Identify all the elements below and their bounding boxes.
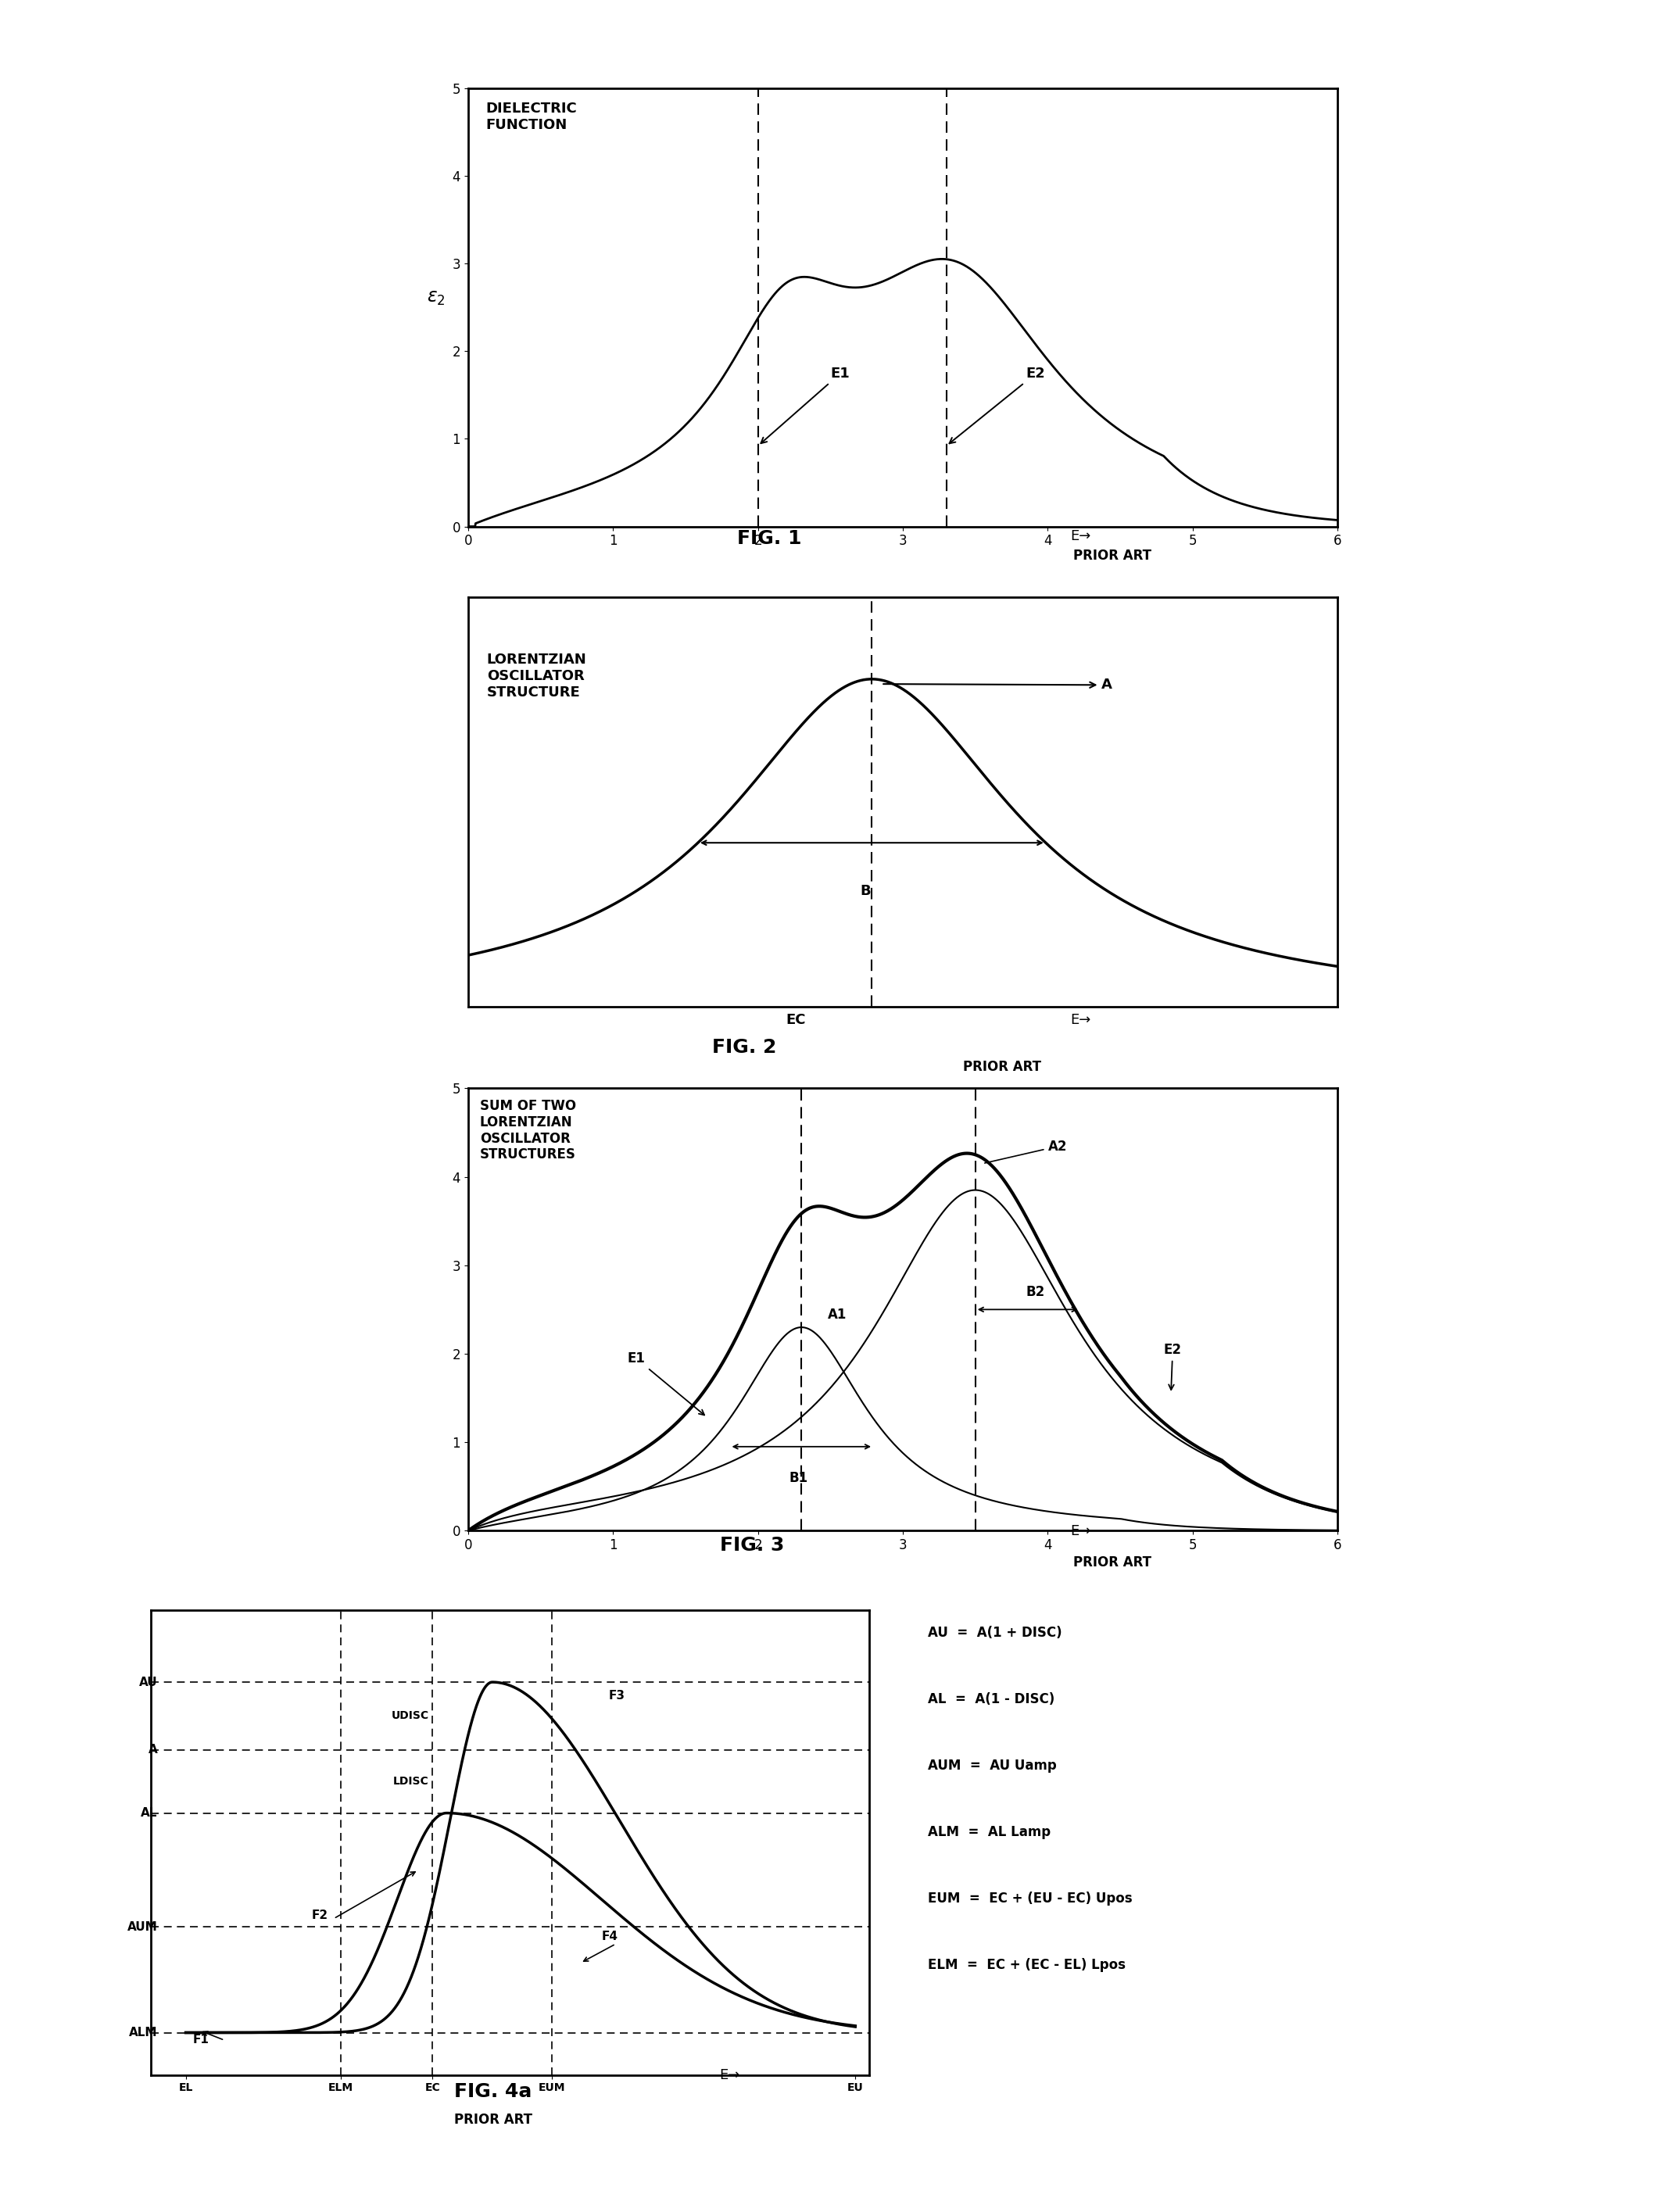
Text: EUM  =  EC + (EU - EC) Upos: EUM = EC + (EU - EC) Upos [928,1891,1132,1905]
Text: F1: F1 [192,2033,209,2046]
Text: E2: E2 [1164,1343,1182,1389]
Text: F3: F3 [609,1690,625,1701]
Text: FIG. 1: FIG. 1 [737,529,801,549]
Text: UDISC: UDISC [391,1710,430,1721]
Text: PRIOR ART: PRIOR ART [1073,1555,1152,1568]
Text: A1: A1 [828,1307,846,1321]
Text: DIELECTRIC
FUNCTION: DIELECTRIC FUNCTION [485,102,577,133]
Text: AL: AL [140,1807,157,1818]
Text: F4: F4 [602,1931,619,1942]
Text: AU  =  A(1 + DISC): AU = A(1 + DISC) [928,1626,1062,1639]
Text: AU: AU [139,1677,157,1688]
Text: F2: F2 [311,1909,328,1920]
Text: E→: E→ [1070,529,1090,542]
Text: E2: E2 [950,367,1045,442]
Text: E→: E→ [719,2068,739,2081]
Text: ELM  =  EC + (EC - EL) Lpos: ELM = EC + (EC - EL) Lpos [928,1958,1125,1971]
Text: B: B [861,885,871,898]
Text: A: A [149,1743,157,1756]
Text: A2: A2 [985,1139,1067,1164]
Text: A: A [883,677,1112,692]
Text: ALM: ALM [129,2026,157,2039]
Text: SUM OF TWO
LORENTZIAN
OSCILLATOR
STRUCTURES: SUM OF TWO LORENTZIAN OSCILLATOR STRUCTU… [480,1099,575,1161]
Text: LDISC: LDISC [393,1776,430,1787]
Text: FIG. 3: FIG. 3 [721,1535,784,1555]
Text: FIG. 2: FIG. 2 [712,1037,776,1057]
Text: AL  =  A(1 - DISC): AL = A(1 - DISC) [928,1692,1055,1705]
Text: AUM  =  AU Uamp: AUM = AU Uamp [928,1759,1057,1772]
Text: EC: EC [786,1013,806,1026]
Text: B2: B2 [1027,1285,1045,1298]
Text: LORENTZIAN
OSCILLATOR
STRUCTURE: LORENTZIAN OSCILLATOR STRUCTURE [487,653,587,699]
Text: PRIOR ART: PRIOR ART [455,2112,532,2126]
Text: FIG. 4a: FIG. 4a [455,2081,532,2101]
Text: E→: E→ [1070,1524,1090,1537]
Text: PRIOR ART: PRIOR ART [963,1060,1042,1073]
Text: PRIOR ART: PRIOR ART [1073,549,1152,562]
Text: B1: B1 [789,1471,808,1484]
Y-axis label: $\epsilon_2$: $\epsilon_2$ [426,290,445,307]
Text: ALM  =  AL Lamp: ALM = AL Lamp [928,1825,1050,1838]
Text: AUM: AUM [127,1922,157,1933]
Text: E1: E1 [761,367,849,442]
Text: E1: E1 [627,1352,704,1416]
Text: E→: E→ [1070,1013,1090,1026]
